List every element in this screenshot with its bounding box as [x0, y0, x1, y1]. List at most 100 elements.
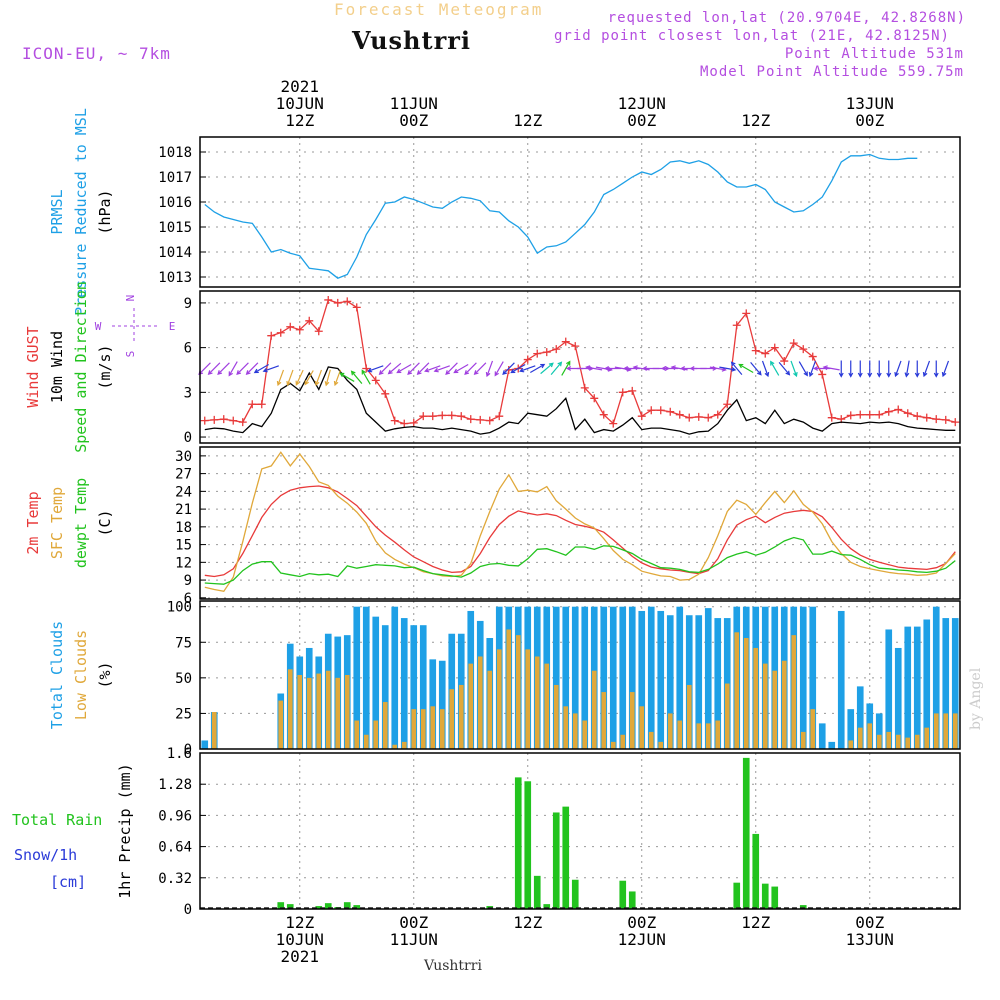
gust-marker	[808, 352, 817, 361]
panel-frame	[199, 290, 961, 444]
time-label-top: 2021	[280, 77, 319, 96]
wind-arrow	[670, 365, 688, 371]
wind-arrow	[473, 362, 487, 376]
gust-marker	[827, 413, 836, 422]
wind-arrow	[941, 360, 950, 378]
wind-arrow	[228, 361, 238, 377]
bar-blue	[381, 625, 389, 749]
y-tick-label: 6	[184, 591, 192, 607]
bar-orange	[762, 663, 768, 749]
gust-marker	[799, 345, 808, 354]
bar-blue	[391, 606, 399, 749]
bar-green	[752, 833, 760, 909]
bar-blue	[704, 608, 712, 749]
y-axis-label: PRMSL	[48, 189, 66, 234]
bar-orange	[344, 675, 350, 749]
wind-arrow	[324, 369, 331, 387]
gust-marker	[200, 416, 209, 425]
wind-arrow	[245, 362, 259, 376]
bar-blue	[676, 606, 684, 749]
panel-frame	[199, 136, 961, 288]
bar-orange	[373, 720, 379, 749]
bar-orange	[591, 670, 597, 749]
wind-arrow	[798, 361, 808, 377]
bar-green	[562, 806, 570, 909]
bar-blue	[410, 625, 418, 749]
point-altitude: Point Altitude 531m	[784, 46, 964, 62]
gust-marker	[599, 410, 608, 419]
bar-blue	[828, 741, 836, 749]
wind-arrow	[922, 360, 931, 378]
wind-arrow	[295, 369, 304, 386]
gust-marker	[922, 413, 931, 422]
gust-marker	[276, 328, 285, 337]
bar-orange	[696, 723, 702, 749]
bar-orange	[601, 692, 607, 749]
bar-blue	[837, 610, 845, 749]
wind-arrow	[540, 362, 554, 375]
bar-orange	[848, 740, 854, 749]
bar-orange	[211, 712, 217, 749]
bar-blue	[638, 610, 646, 749]
gust-marker	[219, 415, 228, 424]
y-tick-label: 0.96	[158, 808, 192, 824]
wind-arrow	[738, 363, 754, 374]
bar-orange	[686, 684, 692, 749]
gust-marker	[932, 415, 941, 424]
bar-orange	[895, 734, 901, 749]
bar-blue	[571, 606, 579, 749]
y-tick-label: 1014	[158, 245, 192, 261]
bar-green	[771, 886, 779, 909]
bar-blue	[904, 626, 912, 749]
bar-orange	[677, 720, 683, 749]
time-label-top: 00Z	[399, 111, 428, 130]
y-axis-label: dewpt Temp	[72, 478, 90, 568]
requested-coords: requested lon,lat (20.9704E, 42.8268N)	[607, 10, 966, 26]
panel-precip: 0 0.32 0.64 0.96 1.28 1.6 1hr Precip (mm) Total…	[12, 746, 961, 918]
bar-orange	[781, 660, 787, 749]
y-tick-label: 0	[184, 742, 192, 758]
bar-orange	[354, 720, 360, 749]
y-tick-label: 1013	[158, 270, 192, 286]
bar-blue	[695, 615, 703, 749]
wind-arrow	[333, 369, 342, 387]
gust-marker	[485, 416, 494, 425]
bar-blue	[799, 606, 807, 749]
wind-arrow	[236, 362, 249, 376]
gust-marker	[571, 342, 580, 351]
time-label-bottom: 12Z	[285, 913, 314, 932]
wind-arrow	[262, 365, 279, 373]
bar-blue	[362, 606, 370, 749]
gust-marker	[580, 383, 589, 392]
bar-orange	[572, 713, 578, 749]
gust-marker	[210, 415, 219, 424]
wind-arrow	[378, 362, 392, 376]
wind-arrow	[904, 360, 910, 378]
gust-marker	[267, 331, 276, 340]
bar-orange	[306, 677, 312, 749]
bar-orange	[411, 709, 417, 749]
gust-marker	[789, 339, 798, 348]
gust-marker	[770, 343, 779, 352]
gust-marker	[732, 321, 741, 330]
wind-arrow	[550, 361, 563, 376]
gust-marker	[609, 419, 618, 428]
gust-marker	[884, 407, 893, 416]
panel-wind: 0 3 6 9 Wind GUST 10m Wind Speed and Direction…	[24, 281, 961, 453]
gust-marker	[238, 418, 247, 427]
y-tick-label: 9	[184, 296, 192, 312]
wind-arrow	[700, 366, 718, 371]
time-label-bottom: 00Z	[627, 913, 656, 932]
gust-marker	[295, 325, 304, 334]
bar-orange	[933, 713, 939, 749]
gust-marker	[903, 409, 912, 418]
y-tick-label: 1.6	[167, 746, 192, 762]
wind-arrow	[719, 366, 737, 372]
bar-orange	[420, 709, 426, 749]
bar-blue	[913, 626, 921, 749]
wind-arrow	[914, 360, 920, 378]
bar-blue	[600, 606, 608, 749]
gust-marker	[590, 394, 599, 403]
